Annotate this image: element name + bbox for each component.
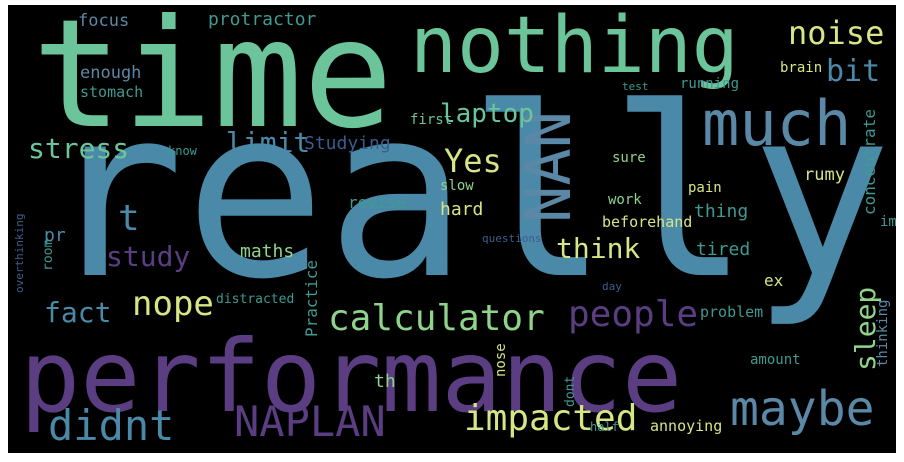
word-revise: revise: [348, 193, 406, 212]
word-concentrate: concentrate: [860, 109, 879, 215]
word-brain: brain: [780, 60, 823, 76]
word-t: t: [118, 198, 140, 239]
word-cloud: really time nothing performance much NAN…: [8, 5, 896, 453]
word-protractor: protractor: [208, 9, 317, 30]
word-yes: Yes: [444, 142, 502, 180]
word-much: much: [702, 87, 852, 160]
word-half: half: [590, 420, 619, 434]
word-impacted: impacted: [464, 398, 638, 439]
word-nothing: nothing: [410, 5, 739, 91]
word-test: test: [622, 80, 649, 93]
word-thing: thing: [694, 201, 749, 222]
word-tired: tired: [696, 239, 751, 260]
word-annoying: annoying: [650, 417, 723, 435]
word-really: really: [43, 58, 892, 331]
word-overthinking: overthinking: [13, 213, 26, 293]
word-room: room: [41, 239, 56, 271]
word-work: work: [608, 192, 642, 208]
word-sure: sure: [612, 150, 646, 166]
word-bit: bit: [826, 54, 881, 89]
word-fact: fact: [44, 296, 112, 329]
word-problem: problem: [700, 303, 764, 321]
word-nope: nope: [132, 284, 214, 324]
word-pain: pain: [688, 180, 722, 196]
word-hard: hard: [440, 199, 484, 220]
word-amount: amount: [750, 352, 801, 368]
word-performance: performance: [20, 318, 683, 435]
word-day: day: [602, 280, 622, 293]
word-study: study: [106, 240, 191, 273]
word-stress: stress: [28, 132, 130, 165]
word-focus: focus: [78, 11, 130, 31]
word-th: th: [374, 371, 396, 392]
word-rumy: rumy: [804, 165, 845, 185]
word-maths: maths: [240, 241, 295, 262]
word-enough: enough: [80, 63, 142, 83]
word-naplan: NAPLAN: [234, 397, 386, 446]
word-im: im: [880, 214, 896, 230]
word-running: running: [680, 76, 740, 92]
word-distracted: distracted: [216, 292, 295, 307]
word-dont: dont: [563, 375, 578, 407]
word-practice: Practice: [302, 259, 321, 337]
word-beforehand: beforehand: [602, 213, 693, 231]
word-didnt: didnt: [48, 401, 175, 450]
word-laptop: laptop: [440, 99, 534, 129]
word-think: think: [556, 232, 641, 265]
word-stomach: stomach: [80, 83, 144, 101]
word-maybe: maybe: [730, 381, 875, 437]
word-limit: limit: [226, 126, 311, 159]
word-slow: slow: [440, 178, 474, 194]
word-nose: nose: [493, 343, 509, 377]
word-ex: ex: [764, 271, 784, 290]
word-thinking: thinking: [875, 299, 891, 367]
word-questions: questions: [482, 232, 542, 245]
word-noise: noise: [788, 14, 885, 52]
word-pr: pr: [44, 225, 66, 246]
word-studying: Studying: [304, 133, 391, 154]
word-people: people: [568, 294, 699, 335]
word-know: know: [168, 144, 197, 158]
word-time: time: [32, 5, 394, 162]
word-calculator: calculator: [328, 298, 545, 339]
word-first: first: [410, 112, 453, 128]
